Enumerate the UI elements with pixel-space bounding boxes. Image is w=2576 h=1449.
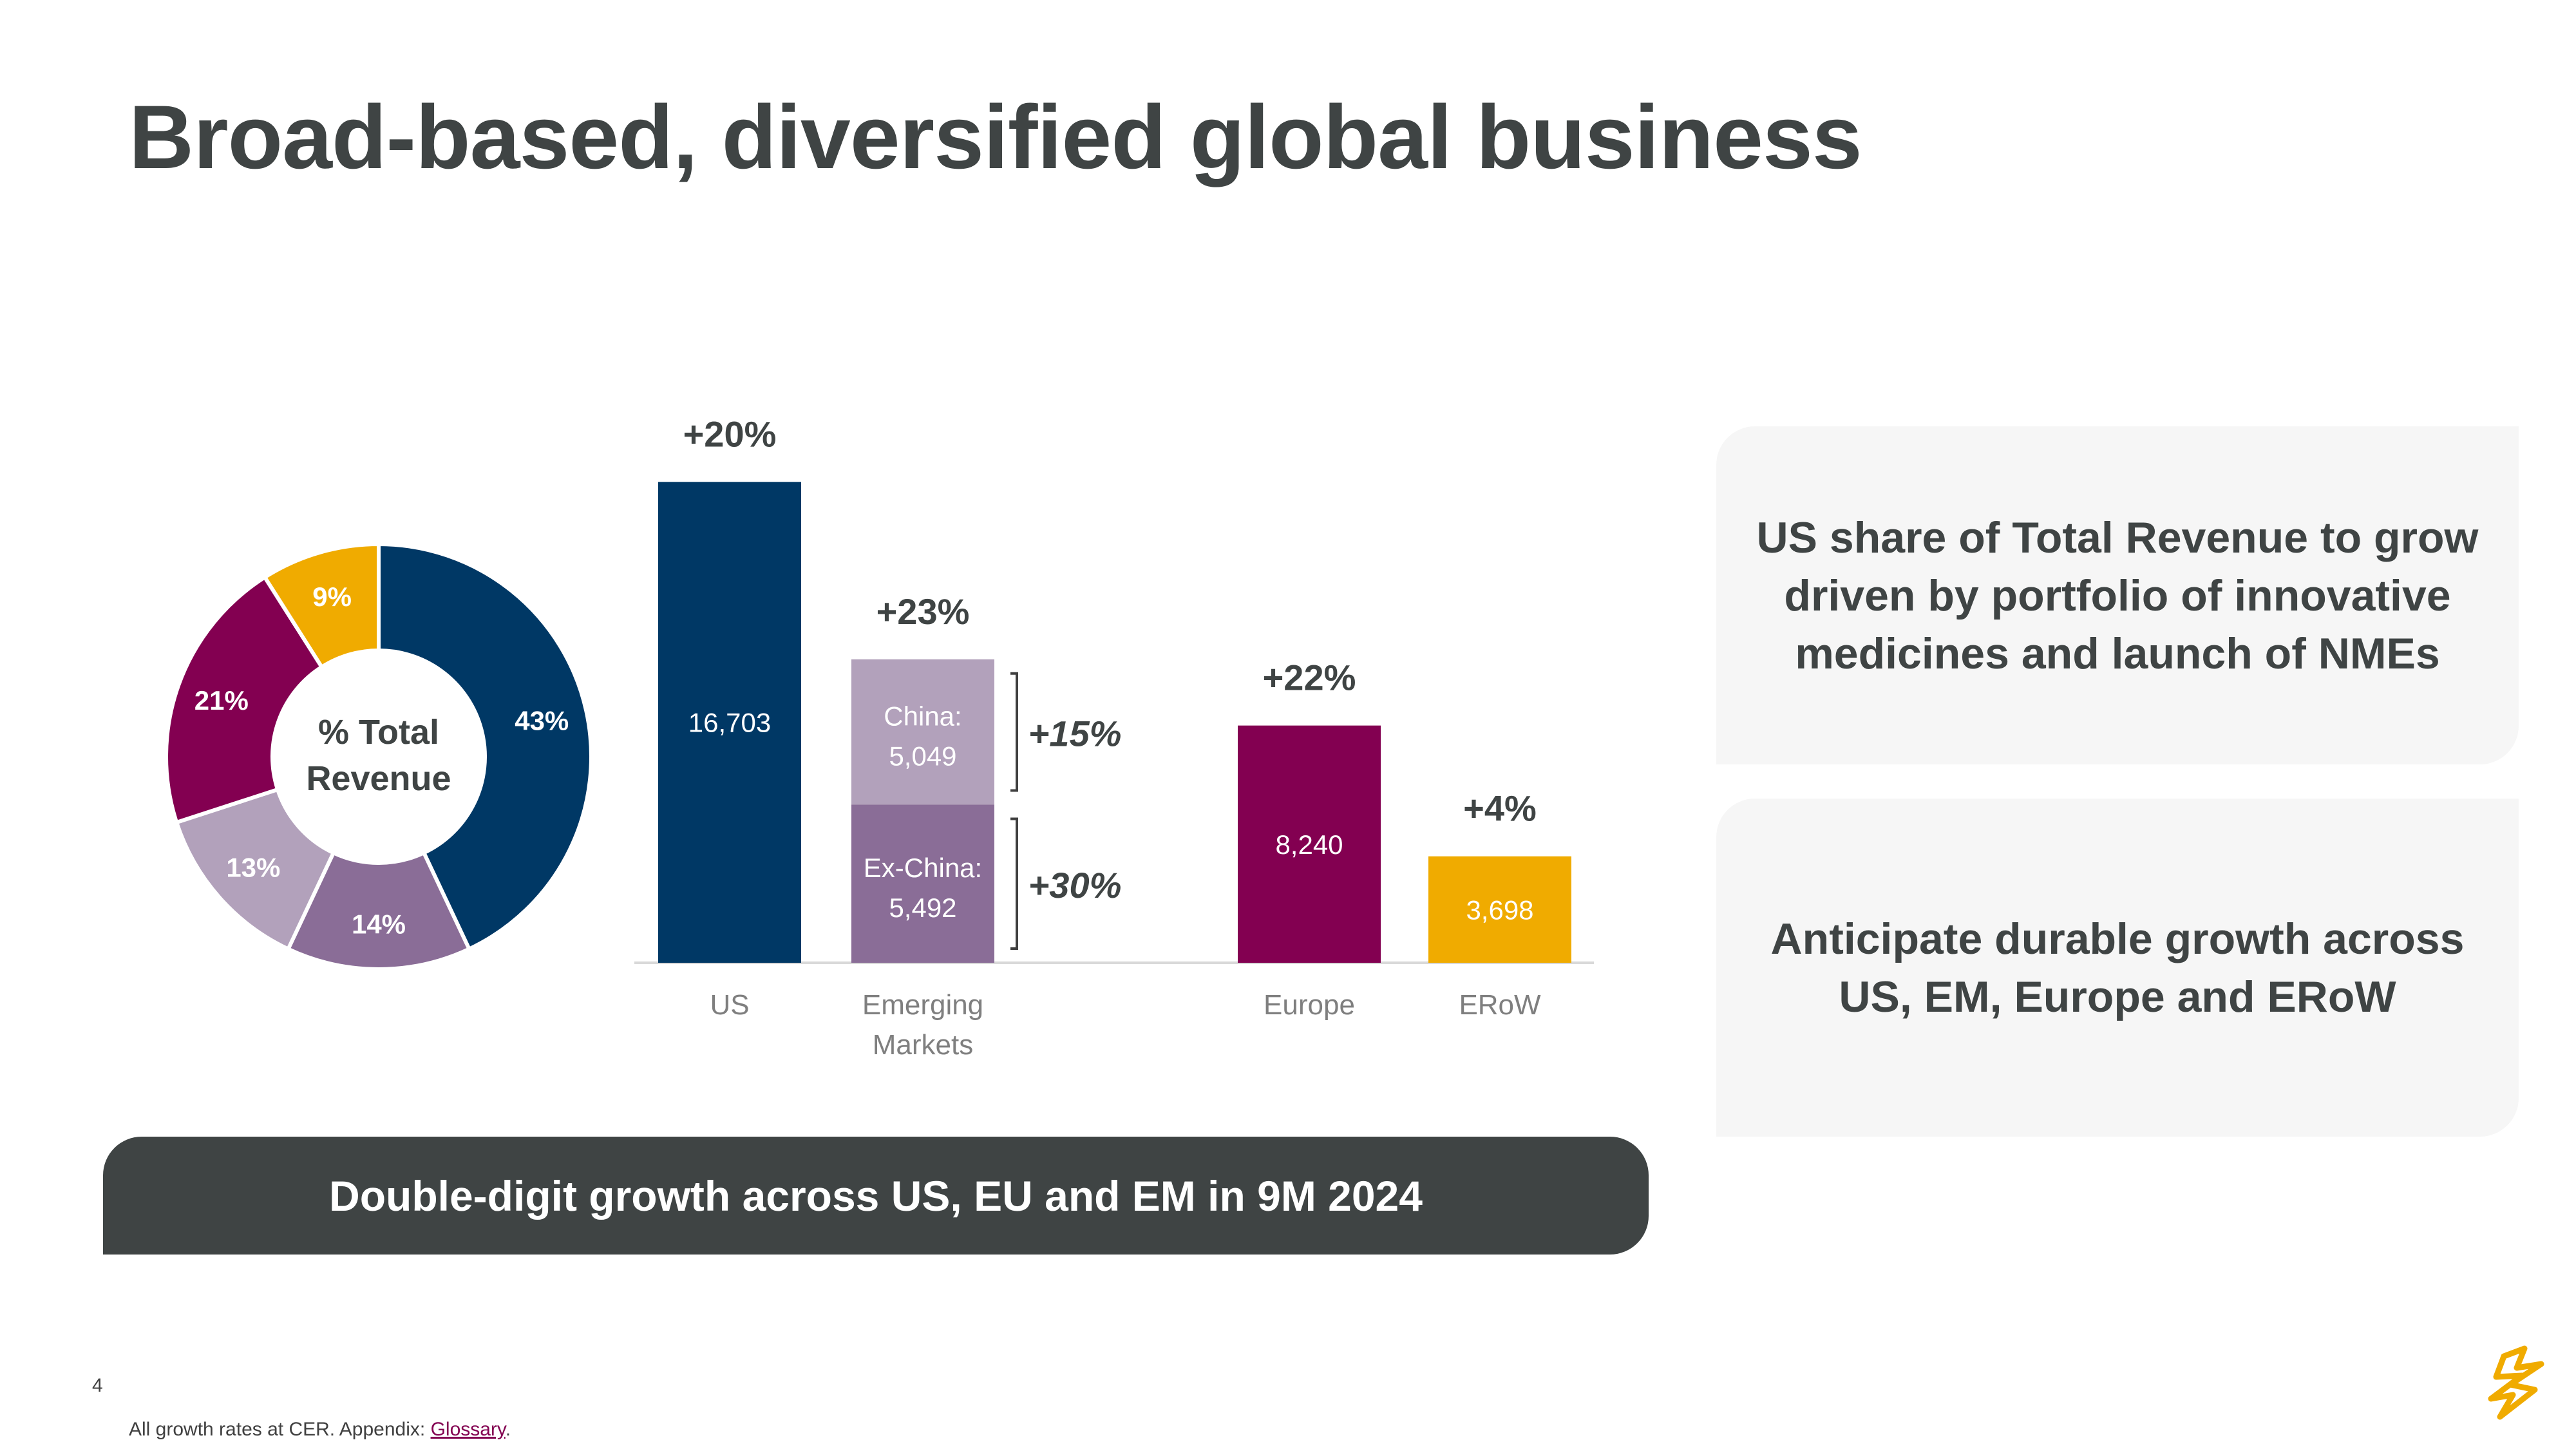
footnote-text: All growth rates at CER. Appendix: (129, 1419, 431, 1440)
x-tick-label: Europe (1264, 989, 1355, 1021)
donut-slice-label: 14% (352, 909, 406, 940)
donut-center-label: % Total (318, 713, 439, 752)
durable-growth-panel: Anticipate durable growth across US, EM,… (1716, 799, 2519, 1137)
bar-value-label: 5,049 (889, 741, 956, 772)
us-share-panel-text: US share of Total Revenue to grow driven… (1756, 513, 2479, 678)
bar-value-label: 5,492 (889, 893, 956, 923)
bar-segment (658, 482, 801, 963)
segment-bracket (1010, 672, 1018, 792)
company-logo-icon (2488, 1345, 2544, 1420)
bar-segment (851, 659, 994, 805)
segment-growth-label: +15% (1028, 714, 1122, 754)
bar-growth-label: +23% (876, 591, 970, 632)
donut-slice-label: 13% (226, 853, 280, 883)
footnote-suffix: . (505, 1419, 511, 1440)
donut-slice (262, 542, 381, 670)
segment-bracket (1010, 817, 1018, 950)
regional-revenue-bar-chart: 16,703 +20% US Ex-China: 5,492 +30% China: 5,04… (634, 413, 1594, 1061)
segment-growth-label: +30% (1028, 865, 1122, 905)
bar-value-label: 3,698 (1466, 895, 1533, 925)
donut-slice-label: 43% (515, 705, 569, 735)
x-tick-label: ERoW (1459, 989, 1541, 1021)
donut-slice-label: 21% (194, 685, 249, 715)
donut-slice (285, 850, 472, 971)
bar-value-label: 16,703 (688, 708, 771, 738)
donut-slice-label: 9% (312, 582, 352, 612)
bar-growth-label: +20% (683, 413, 777, 454)
bar-segment-name: Ex-China: (864, 853, 982, 883)
bar-segment-name: China: (884, 701, 961, 732)
bar-segment (1238, 725, 1381, 963)
us-share-panel: US share of Total Revenue to grow driven… (1716, 426, 2519, 764)
bar-segment (1428, 856, 1571, 963)
growth-banner-text: Double-digit growth across US, EU and EM… (329, 1171, 1423, 1220)
donut-slice (164, 574, 325, 825)
revenue-share-donut-chart: 43% 14% 13% 21% 9% % Total Revenue (164, 542, 593, 971)
durable-growth-panel-text: Anticipate durable growth across US, EM,… (1770, 914, 2465, 1021)
bar-value-label: 8,240 (1275, 829, 1343, 860)
page-title: Broad-based, diversified global business (129, 86, 1862, 187)
x-tick-label: Markets (873, 1029, 973, 1061)
bar-growth-label: +4% (1463, 788, 1537, 829)
page-number: 4 (92, 1375, 103, 1396)
donut-slice (174, 787, 336, 952)
donut-slice (377, 542, 593, 952)
bar-segment (851, 804, 994, 963)
x-tick-label: US (710, 989, 749, 1021)
glossary-link[interactable]: Glossary (430, 1419, 506, 1440)
bar-growth-label: +22% (1263, 658, 1356, 698)
growth-banner: Double-digit growth across US, EU and EM… (103, 1137, 1649, 1255)
donut-center-label: Revenue (306, 759, 451, 798)
x-tick-label: Emerging (862, 989, 983, 1021)
footnote: All growth rates at CER. Appendix: Gloss… (129, 1419, 511, 1441)
